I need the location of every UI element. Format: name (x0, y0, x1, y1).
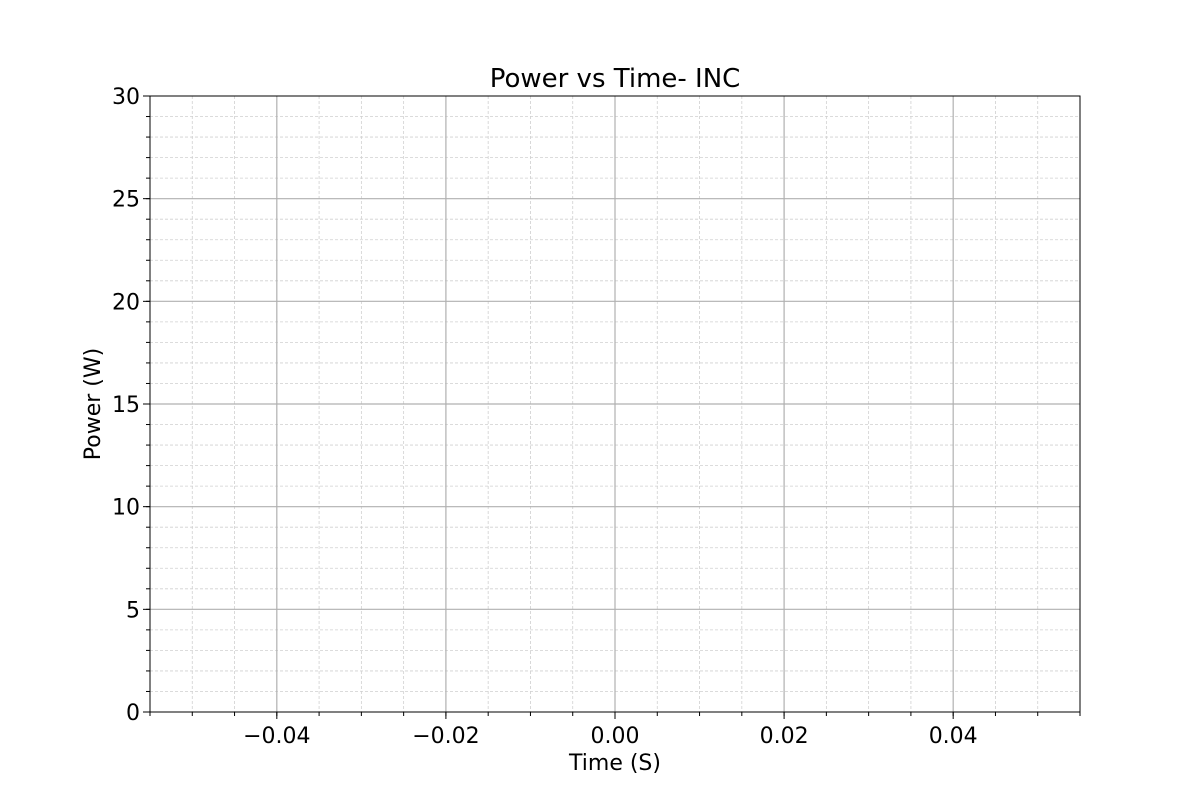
chart-title: Power vs Time- INC (490, 64, 741, 94)
x-axis-ticks: −0.04 −0.02 0.00 0.02 0.04 (149, 712, 1081, 749)
y-tick-label: 30 (112, 85, 140, 110)
x-tick-label: −0.02 (412, 724, 479, 749)
x-axis-label: Time (S) (568, 751, 661, 776)
x-tick-label: −0.04 (243, 724, 310, 749)
y-tick-label: 20 (112, 290, 140, 315)
x-tick-label: 0.02 (760, 724, 809, 749)
y-tick-label: 25 (112, 188, 140, 213)
y-axis-label: Power (W) (81, 348, 106, 460)
y-tick-label: 10 (112, 496, 140, 521)
y-tick-label: 15 (112, 393, 140, 418)
x-tick-label: 0.00 (591, 724, 640, 749)
y-tick-label: 0 (126, 701, 140, 726)
y-tick-label: 5 (126, 598, 140, 623)
major-grid (150, 96, 1080, 712)
y-axis-ticks: 0 5 10 15 20 25 30 (112, 85, 150, 726)
x-tick-label: 0.04 (929, 724, 978, 749)
